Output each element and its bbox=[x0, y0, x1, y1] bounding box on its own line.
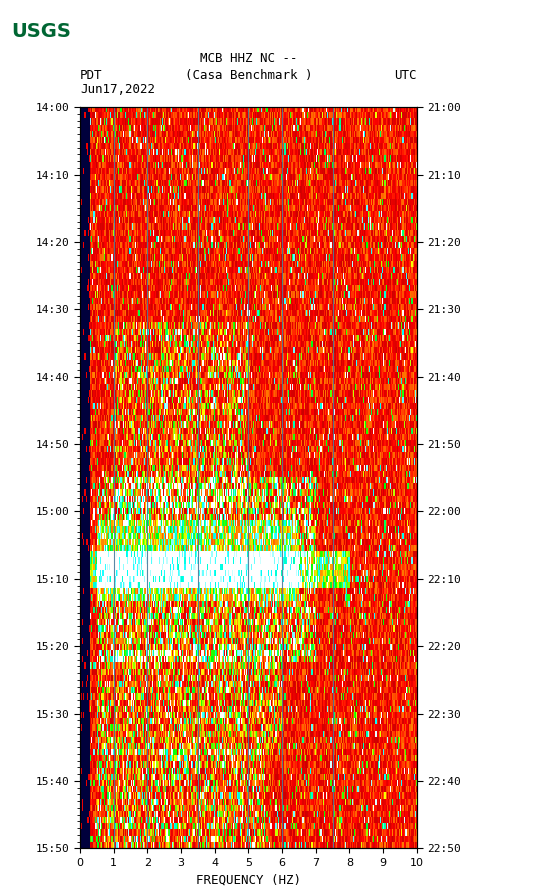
Text: PDT: PDT bbox=[80, 70, 103, 82]
Text: (Casa Benchmark ): (Casa Benchmark ) bbox=[185, 70, 312, 82]
Text: MCB HHZ NC --: MCB HHZ NC -- bbox=[200, 52, 297, 64]
Text: UTC: UTC bbox=[394, 70, 417, 82]
X-axis label: FREQUENCY (HZ): FREQUENCY (HZ) bbox=[196, 873, 301, 887]
Text: USGS: USGS bbox=[11, 22, 71, 41]
Text: Jun17,2022: Jun17,2022 bbox=[80, 83, 155, 96]
